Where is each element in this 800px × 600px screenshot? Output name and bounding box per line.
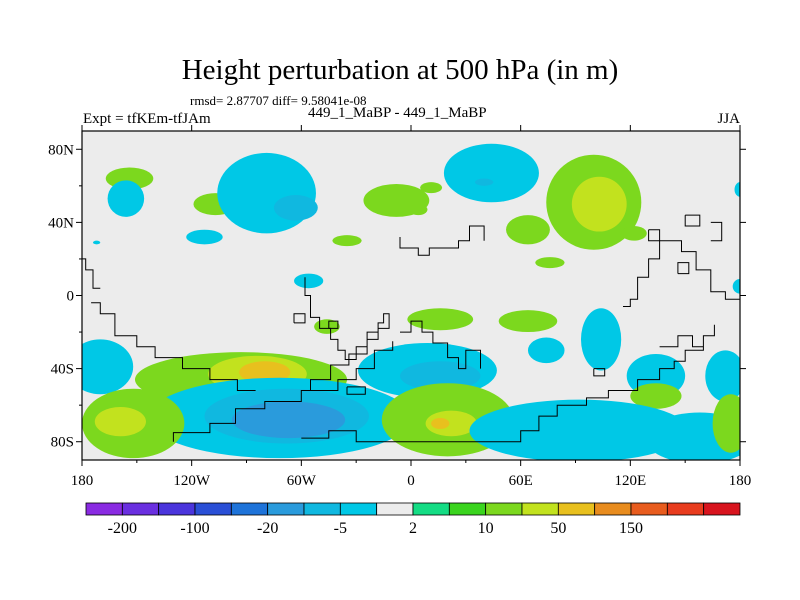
contour-region-8 [571,176,627,232]
y-tick-label-4: 80S [51,435,74,451]
y-tick-label-0: 80N [48,142,74,158]
x-axis: 180 120W 60W 0 60E 120E 180 [71,125,752,489]
colorbar-box-13 [557,502,596,516]
x-tick-label-6: 180 [729,473,752,489]
colorbar-label-1: -100 [180,520,209,537]
contour-region-26 [705,350,740,402]
contour-region-5 [443,143,539,203]
x-tick-label-3: 0 [407,473,415,489]
rmsd-diff-stats: rmsd= 2.87707 diff= 9.58041e-08 [190,93,367,108]
x-tick-label-0: 180 [71,473,94,489]
contour-region-37 [231,401,346,439]
contour-region-45 [712,394,740,453]
run-comparison-label: 449_1_MaBP - 449_1_MaBP [308,105,487,121]
x-tick-label-1: 120W [173,473,211,489]
colorbar-box-14 [594,502,632,516]
colorbar-label-3: -5 [334,520,347,537]
contour-region-11 [409,204,428,216]
colorbar-box-8 [376,502,414,516]
y-axis: 80N 40N 0 40S 80S [48,142,746,451]
contour-region-21 [527,337,565,364]
chart-title: Height perturbation at 500 hPa (in m) [181,54,619,86]
coastline-9 [301,324,715,443]
colorbar-label-5: 10 [478,520,494,537]
colorbar-label-0: -200 [108,520,137,537]
coastline-7 [400,320,481,370]
coastline-6 [346,386,366,395]
contour-region-20 [580,308,622,371]
contour-region-18 [732,279,740,294]
y-tick-label-3: 40S [51,362,74,378]
colorbar-box-4 [230,502,269,516]
colorbar-label-7: 150 [619,520,643,537]
coastline-14 [684,214,701,227]
coastline-2 [82,258,101,289]
contour-region-14 [186,229,223,245]
coastline-10 [593,368,606,377]
color-bar: -200 -100 -20 -5 2 10 50 150 [85,502,741,537]
colorbar-label-2: -20 [257,520,278,537]
season-label: JJA [717,111,740,127]
contour-region-43 [469,399,689,460]
y-tick-label-2: 0 [67,289,75,305]
contour-region-25 [314,319,340,334]
coastline-0 [172,341,394,442]
contour-region-39 [94,406,146,437]
contour-region-42 [431,417,450,429]
contour-region-28 [630,383,682,409]
colorbar-box-1 [121,502,160,516]
contour-region-22 [498,310,558,333]
coastline-12 [677,262,690,275]
colorbar-box-6 [303,502,341,516]
contour-region-23 [407,308,474,331]
coastline-1 [91,302,256,391]
coastlines [82,214,740,443]
colorbar-box-0 [85,502,123,516]
colorbar-label-4: 2 [409,520,417,537]
coastline-8 [399,225,485,256]
coastline-5 [328,320,339,329]
contour-region-3 [217,152,316,234]
experiment-label: Expt = tfKEm-tfJAm [83,111,211,127]
coastline-16 [659,335,704,348]
contour-fields [82,143,740,460]
contour-region-9 [506,215,550,245]
colorbar-box-3 [194,502,232,516]
contour-region-17 [621,226,647,241]
y-tick-label-1: 40N [48,215,74,231]
colorbar-box-2 [158,502,196,516]
colorbar-box-10 [448,502,487,516]
contour-region-15 [294,273,324,289]
contour-region-10 [420,182,443,194]
colorbar-box-9 [412,502,450,516]
contour-region-41 [425,410,477,437]
coastline-4 [293,313,306,324]
x-tick-label-2: 60W [287,473,317,489]
contour-region-31 [239,361,291,384]
contour-region-24 [535,257,565,269]
coastline-11 [623,240,740,307]
colorbar-label-6: 50 [550,520,566,537]
coastline-13 [648,229,661,242]
colorbar-box-5 [267,502,305,516]
contour-region-32 [82,339,134,395]
colorbar-box-7 [339,502,378,516]
coastline-15 [710,221,723,242]
x-tick-label-4: 60E [509,473,533,489]
contour-region-19 [92,240,101,245]
contour-region-13 [107,180,145,217]
colorbar-box-12 [521,502,559,516]
contour-region-16 [734,182,740,197]
colorbar-box-17 [703,502,741,516]
contour-region-4 [273,194,318,221]
contour-region-2 [332,235,362,247]
colorbar-box-11 [485,502,523,516]
contour-region-6 [474,178,494,186]
coastline-3 [301,277,390,391]
x-tick-label-5: 120E [614,473,646,489]
colorbar-box-16 [666,502,705,516]
colorbar-box-15 [630,502,668,516]
